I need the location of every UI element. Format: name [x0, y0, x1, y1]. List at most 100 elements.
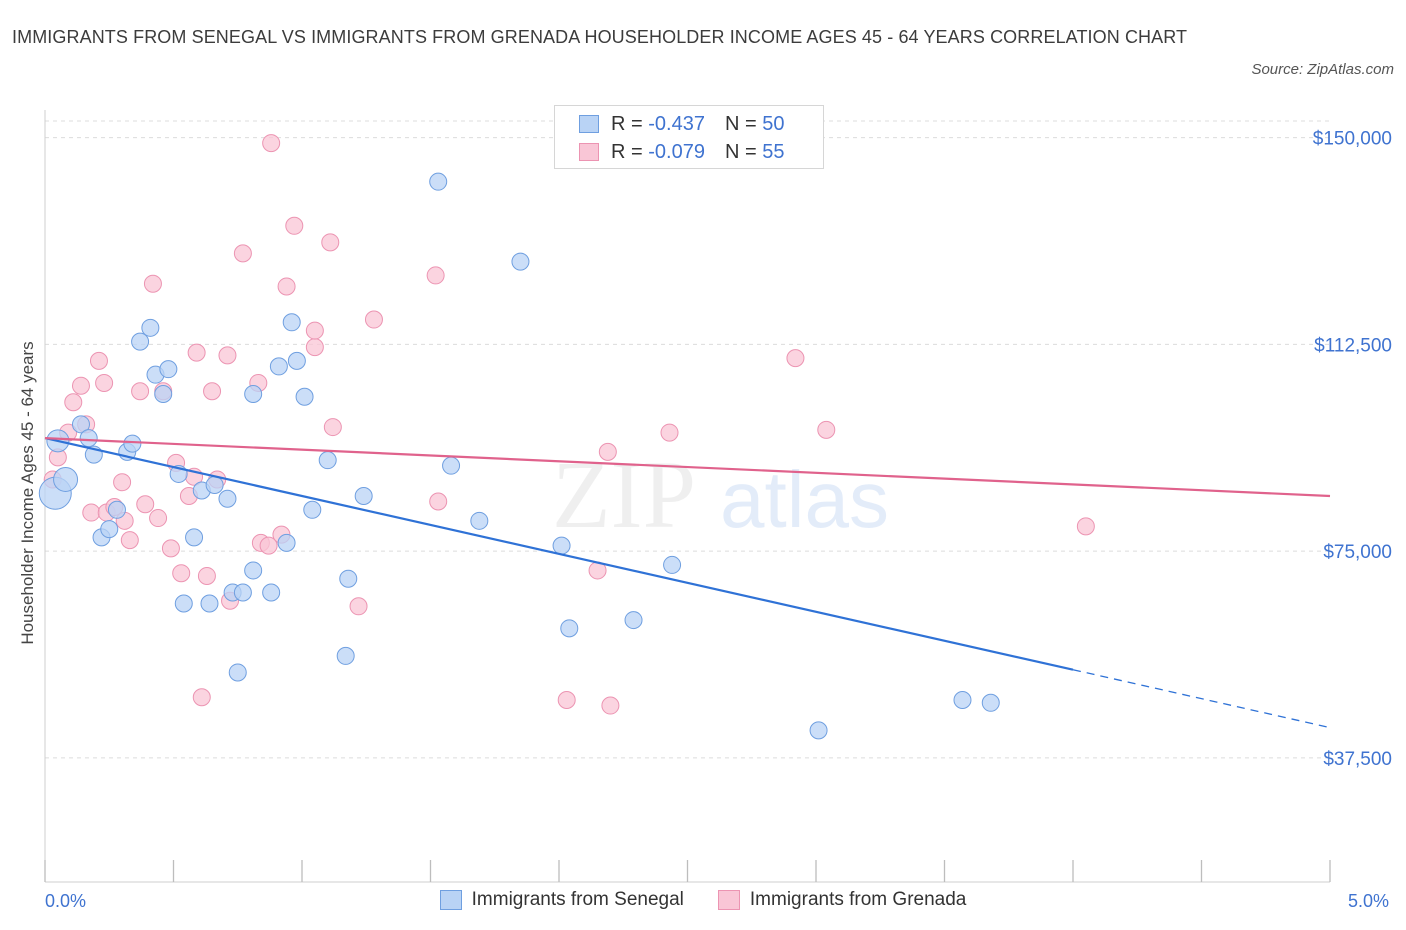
r-label: R =: [611, 112, 643, 135]
senegal-swatch: [579, 115, 599, 133]
trend-lines: [44, 437, 1331, 729]
senegal-point: [71, 415, 90, 434]
grenada-point: [429, 492, 448, 511]
senegal-point: [663, 555, 682, 574]
senegal-point: [354, 487, 373, 505]
senegal-point: [154, 384, 173, 403]
grenada-point: [197, 566, 216, 585]
senegal-point: [953, 691, 972, 710]
senegal-r-value: -0.437: [648, 112, 705, 135]
senegal-point: [269, 357, 288, 376]
grenada-n-value: 55: [762, 140, 785, 163]
grenada-point: [95, 373, 114, 392]
senegal-point: [287, 351, 306, 370]
senegal-point: [79, 429, 98, 448]
grenada-point: [1076, 517, 1095, 536]
watermark-zip: ZIP: [552, 441, 696, 548]
legend-swatch-senegal: [439, 890, 462, 910]
grenada-point: [172, 564, 191, 583]
y-tick-label: $150,000: [1313, 129, 1392, 150]
grenada-point: [364, 310, 383, 329]
grenada-point: [277, 277, 296, 296]
watermark-atlas: atlas: [720, 455, 889, 544]
senegal-point: [511, 252, 530, 271]
y-tick-labels: $37,500 $75,000 $112,500 $150,000: [1313, 129, 1392, 770]
senegal-point: [141, 318, 160, 337]
senegal-point: [336, 646, 355, 665]
n-label: N =: [724, 112, 757, 135]
grenada-point: [262, 134, 281, 153]
stats-row-senegal: R = -0.437 N = 50: [579, 112, 784, 136]
legend-item-grenada[interactable]: Immigrants from Grenada: [717, 889, 966, 911]
grid-lines: [45, 120, 1330, 759]
grenada-point: [305, 321, 324, 340]
senegal-point: [470, 511, 489, 530]
grenada-point: [426, 266, 445, 285]
grenada-point: [161, 539, 180, 558]
grenada-point: [149, 509, 168, 528]
senegal-point: [131, 332, 150, 351]
y-tick-label: $37,500: [1323, 749, 1392, 770]
grenada-point: [285, 216, 304, 235]
senegal-point: [809, 721, 828, 740]
grenada-point: [598, 442, 617, 461]
senegal-point: [174, 594, 193, 613]
grenada-point: [71, 376, 90, 395]
grenada-point: [203, 382, 222, 401]
grenada-point: [233, 244, 252, 263]
grenada-point: [89, 351, 108, 370]
senegal-point: [429, 172, 448, 191]
grenada-point: [131, 382, 150, 401]
senegal-point: [205, 475, 224, 494]
legend-item-senegal[interactable]: Immigrants from Senegal: [439, 889, 684, 911]
grenada-point: [192, 688, 211, 707]
grenada-points: [43, 134, 1095, 715]
grenada-point: [323, 418, 342, 437]
senegal-point: [200, 594, 219, 613]
grenada-point: [187, 343, 206, 362]
senegal-point: [339, 569, 358, 588]
stats-legend: R = -0.437 N = 50 R = -0.079 N = 55: [554, 105, 824, 169]
senegal-point: [244, 561, 263, 580]
senegal-point: [282, 313, 301, 332]
senegal-point: [295, 387, 314, 406]
senegal-point: [244, 384, 263, 403]
grenada-point: [259, 536, 278, 555]
senegal-point: [318, 451, 337, 470]
senegal-point: [233, 583, 252, 602]
y-axis-label: Householder Income Ages 45 - 64 years: [18, 341, 37, 645]
grenada-point: [218, 346, 237, 365]
grenada-point: [64, 393, 83, 412]
series-legend: Immigrants from Senegal Immigrants from …: [0, 889, 1406, 911]
senegal-point: [218, 489, 237, 508]
stats-row-grenada: R = -0.079 N = 55: [579, 140, 784, 164]
grenada-point: [601, 696, 620, 715]
senegal-point: [552, 536, 571, 555]
grenada-point: [82, 503, 101, 522]
senegal-n-value: 50: [762, 112, 785, 135]
grenada-point: [136, 495, 155, 514]
senegal-point: [624, 611, 643, 630]
grenada-r-value: -0.079: [648, 140, 705, 163]
grenada-point: [557, 691, 576, 710]
grenada-trend-line: [44, 437, 1331, 498]
senegal-point: [185, 528, 204, 547]
senegal-point: [228, 663, 247, 682]
grenada-swatch: [579, 143, 599, 161]
source-label: Source: ZipAtlas.com: [1251, 61, 1394, 78]
x-tick-min: 0.0%: [45, 891, 87, 911]
grenada-point: [660, 423, 679, 442]
senegal-point: [123, 434, 142, 453]
senegal-point: [100, 520, 119, 539]
grenada-point: [817, 420, 836, 439]
legend-label-senegal: Immigrants from Senegal: [471, 889, 684, 910]
senegal-point: [107, 500, 126, 519]
r-label: R =: [611, 140, 643, 163]
grenada-point: [349, 597, 368, 616]
y-tick-label: $112,500: [1314, 335, 1392, 356]
senegal-trend-extension: [1072, 669, 1331, 729]
senegal-point: [262, 583, 281, 602]
senegal-points: [38, 172, 1000, 740]
senegal-point: [981, 693, 1000, 712]
n-label: N =: [724, 140, 757, 163]
